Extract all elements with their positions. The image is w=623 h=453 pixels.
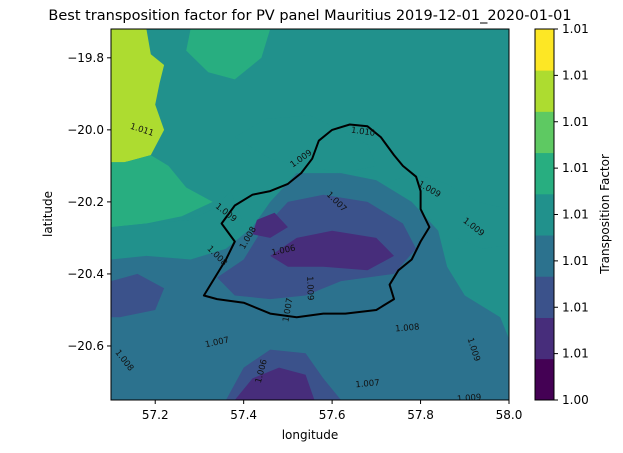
contour-label-10: 1.009: [304, 276, 315, 301]
x-tick-label-2: 57.6: [319, 408, 346, 422]
colorbar-segment-0: [535, 358, 554, 401]
colorbar-segment-7: [535, 70, 554, 112]
contour-label-8: 1.006: [271, 244, 297, 259]
colorbar-tick-label-5: 1.01: [562, 161, 589, 175]
x-tick-label-4: 58.0: [496, 408, 523, 422]
chart-title: Best transposition factor for PV panel M…: [48, 8, 571, 24]
contour-regions: [111, 29, 509, 400]
x-tick-label-0: 57.2: [142, 408, 169, 422]
y-tick-label-3: −20.4: [67, 267, 104, 281]
y-tick-label-4: −20.6: [67, 339, 104, 353]
contour-label-13: 1.007: [204, 335, 230, 350]
contour-region-11: [234, 367, 315, 400]
colorbar-segment-3: [535, 235, 554, 277]
colorbar-tick-label-2: 1.01: [562, 300, 589, 314]
colorbar-tick-label-0: 1.00: [562, 393, 589, 407]
y-axis-label: latitude: [41, 191, 55, 237]
contour-label-12: 1.008: [395, 322, 420, 334]
colorbar-tick-label-3: 1.01: [562, 254, 589, 268]
colorbar-label: Transposition Factor: [598, 154, 612, 275]
colorbar-tick-label-1: 1.01: [562, 347, 589, 361]
colorbar-segment-5: [535, 152, 554, 195]
colorbar-segment-8: [535, 29, 554, 71]
x-axis: 57.2 57.4 57.6 57.8 58.0: [142, 400, 522, 422]
y-tick-label-0: −19.8: [67, 51, 104, 65]
contour-region-3: [111, 191, 244, 260]
y-tick-label-1: −20.0: [67, 123, 104, 137]
contour-region-0: [111, 29, 165, 163]
contour-label-18: 1.009: [457, 393, 482, 405]
y-axis: −19.8 −20.0 −20.2 −20.4 −20.6: [67, 51, 111, 353]
contour-region-9: [111, 273, 165, 318]
contour-region-12: [252, 212, 288, 238]
colorbar-segment-4: [535, 193, 554, 236]
contour-label-17: 1.007: [355, 378, 380, 390]
colorbar-tick-label-8: 1.01: [562, 22, 589, 36]
coastline-layer: [202, 123, 431, 319]
contour-region-4: [385, 173, 509, 249]
contour-region-10: [270, 230, 394, 271]
coastline: [202, 123, 431, 319]
colorbar-segment-1: [535, 317, 554, 360]
contour-region-5: [234, 115, 377, 174]
colorbar-segment-6: [535, 111, 554, 154]
contour-region-1: [111, 155, 213, 228]
colorbar-tick-label-7: 1.01: [562, 68, 589, 82]
colorbar-tick-label-6: 1.01: [562, 115, 589, 129]
x-tick-label-1: 57.4: [230, 408, 257, 422]
colorbar: 1.00 1.01 1.01 1.01 1.01 1.01 1.01 1.01 1.01: [534, 22, 589, 407]
y-tick-label-2: −20.2: [67, 195, 104, 209]
contour-region-2: [186, 29, 271, 80]
contour-label-11: 1.007: [281, 297, 295, 323]
plot-frame: [110, 28, 510, 401]
plot-area: 1.011 1.0101.0091.0091.0071.0091.0091.008…: [110, 28, 510, 405]
contour-label-1: 1.010: [350, 126, 375, 139]
x-axis-label: longitude: [282, 428, 339, 442]
colorbar-tick-label-4: 1.01: [562, 208, 589, 222]
x-tick-label-3: 57.8: [407, 408, 434, 422]
colorbar-segment-2: [535, 276, 554, 318]
